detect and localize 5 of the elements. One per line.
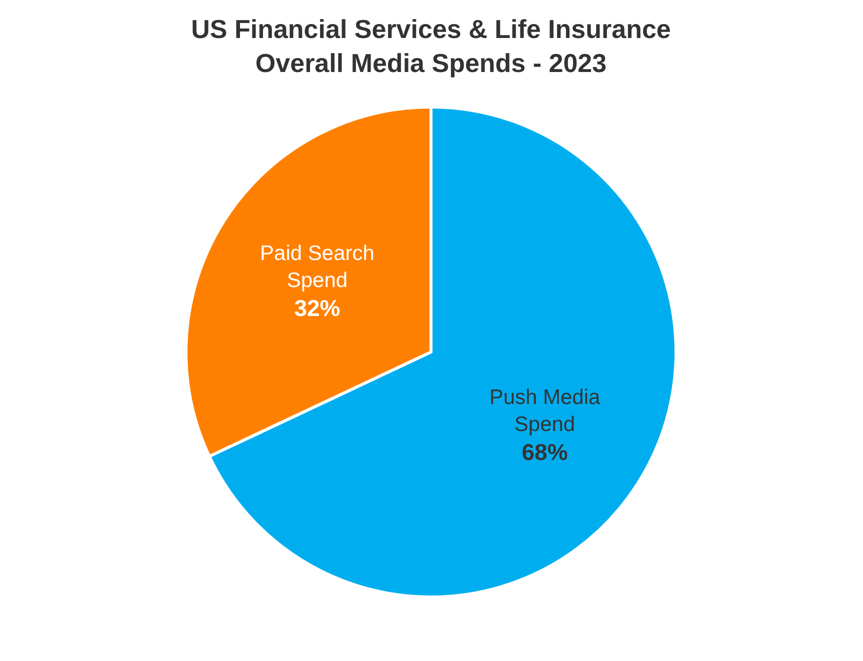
data-label: 68% xyxy=(522,439,568,466)
slice-label: Push Media Spend xyxy=(489,386,601,436)
slice-label: Paid Search Spend xyxy=(260,242,374,292)
data-label: 32% xyxy=(294,294,340,321)
chart-title: US Financial Services & Life Insurance Overall Media Spends - 2023 xyxy=(191,14,671,78)
